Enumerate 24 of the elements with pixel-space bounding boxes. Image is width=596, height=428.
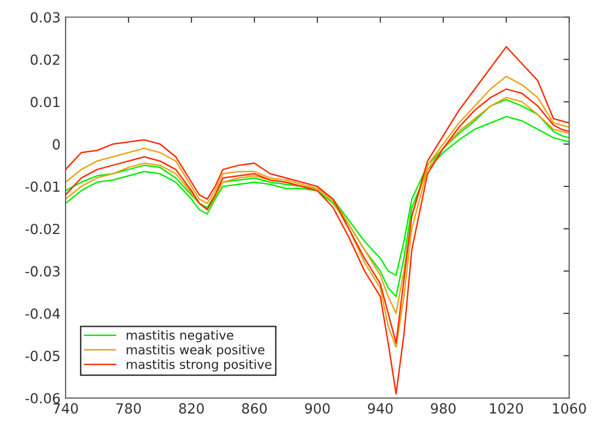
- line-series: [66, 88, 570, 395]
- x-tick-label: 980: [430, 403, 456, 414]
- y-tick-label: 0.02: [30, 54, 60, 65]
- x-tick-label: 1020: [490, 403, 523, 414]
- legend-label: mastitis strong positive: [126, 359, 272, 372]
- y-tick-label: 0: [52, 139, 60, 150]
- y-tick-label: 0.03: [30, 12, 60, 23]
- y-tick-label: -0.06: [25, 393, 60, 404]
- legend-label: mastitis negative: [126, 330, 234, 342]
- y-tick-label: -0.03: [25, 266, 60, 277]
- y-tick-label: 0.01: [30, 96, 60, 108]
- legend-label: mastitis weak positive: [126, 344, 264, 357]
- x-tick-label: 780: [116, 403, 141, 414]
- line-series: [66, 46, 570, 344]
- x-tick-label: 1060: [553, 403, 586, 414]
- x-tick-label: 740: [53, 403, 78, 414]
- y-tick-label: -0.02: [25, 224, 60, 234]
- x-tick-label: 900: [304, 403, 330, 414]
- x-tick-label: 820: [179, 403, 204, 414]
- y-tick-label: -0.04: [25, 308, 60, 319]
- y-tick-label: -0.01: [25, 181, 60, 192]
- y-tick-label: -0.05: [25, 350, 60, 362]
- x-tick-label: 860: [242, 403, 267, 414]
- x-tick-label: 940: [368, 403, 393, 414]
